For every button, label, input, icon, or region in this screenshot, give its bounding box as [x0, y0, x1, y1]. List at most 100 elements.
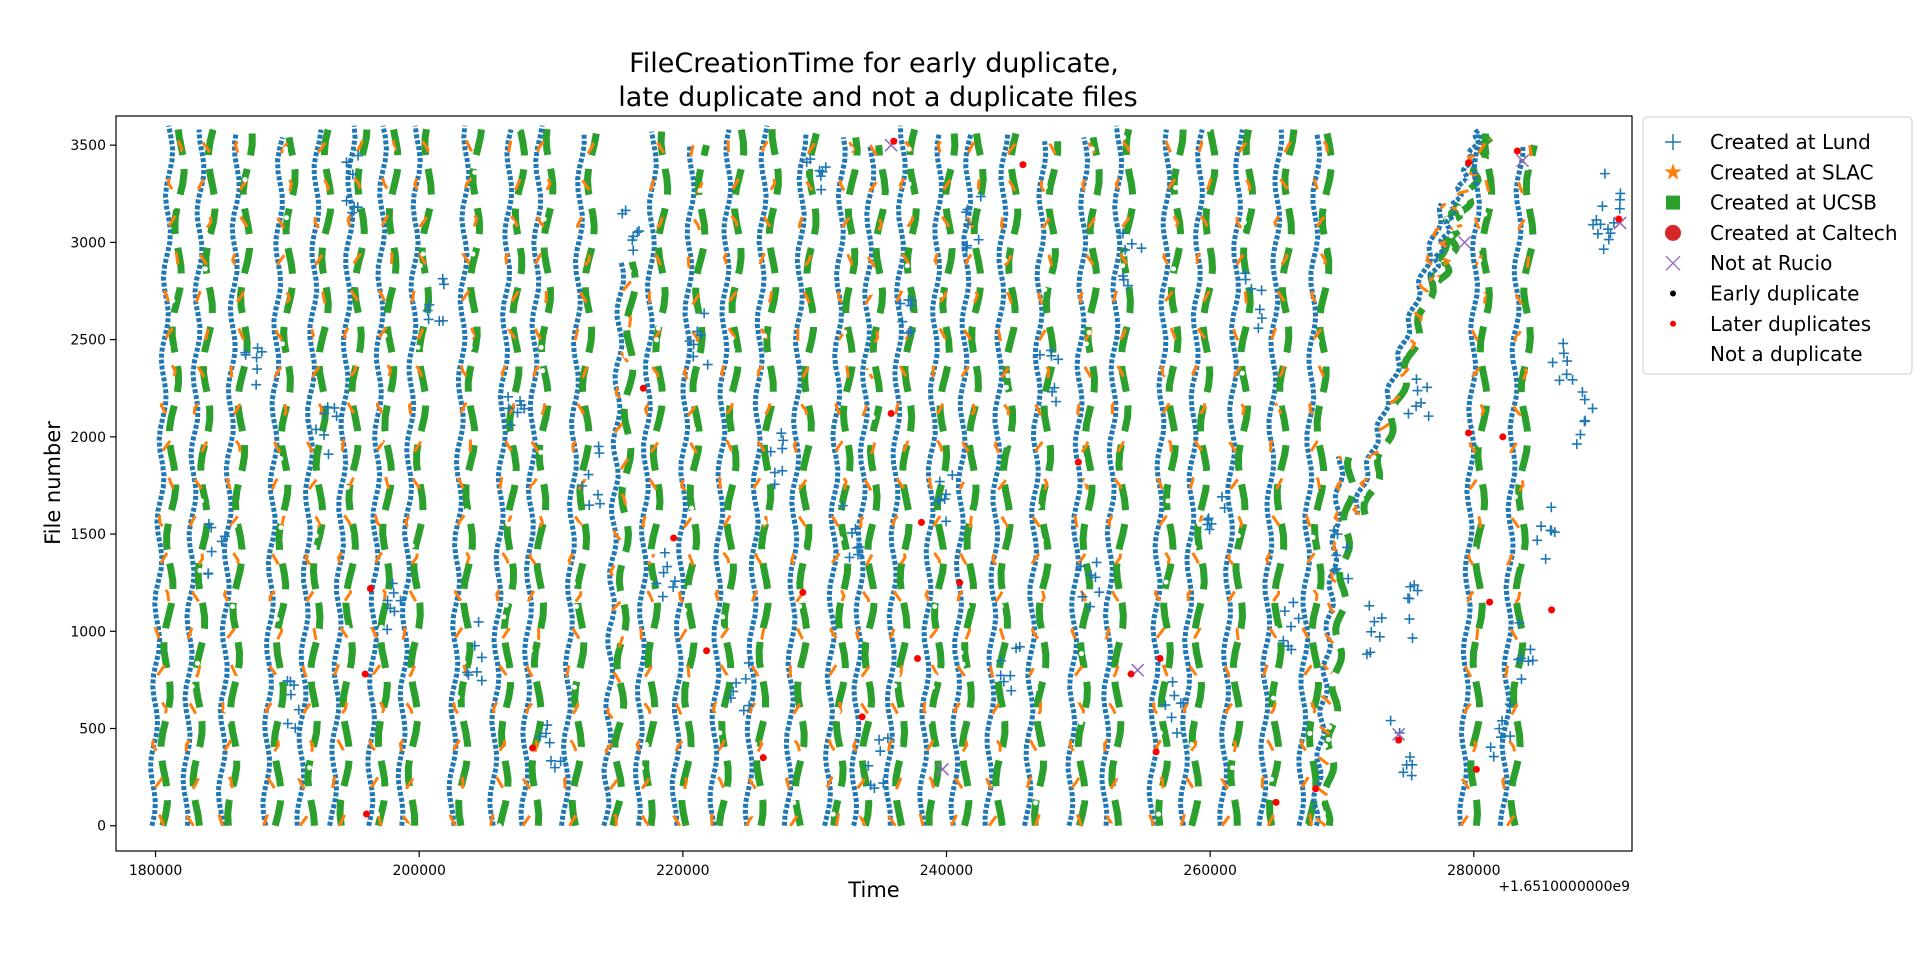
not-duplicate-point: [344, 484, 350, 490]
lund-point: [1288, 597, 1299, 608]
legend-label: Created at UCSB: [1710, 191, 1877, 215]
not-duplicate-point: [960, 661, 966, 667]
lund-point: [1011, 643, 1022, 654]
lund-point: [1279, 606, 1290, 617]
lund-series-segment: [1426, 127, 1482, 283]
not-duplicate-point: [932, 604, 938, 610]
not-duplicate-point: [639, 765, 645, 771]
not-duplicate-point: [1520, 199, 1526, 205]
not-duplicate-point: [378, 438, 384, 444]
not-duplicate-point: [1452, 225, 1458, 231]
lund-point: [1615, 194, 1626, 205]
lund-point: [1256, 285, 1267, 296]
legend-label: Early duplicate: [1710, 282, 1859, 306]
file-band: [1497, 144, 1538, 827]
lund-point: [1332, 529, 1343, 540]
later-duplicate-point: [361, 670, 369, 678]
not-duplicate-point: [1048, 138, 1054, 144]
lund-cluster: [203, 518, 230, 579]
legend-label: Created at Caltech: [1710, 221, 1898, 245]
lund-point: [1595, 219, 1606, 230]
lund-point: [769, 467, 780, 478]
file-band: [260, 136, 299, 827]
not-duplicate-point: [692, 154, 698, 160]
later-duplicate-point: [362, 810, 370, 818]
later-duplicate-point: [1074, 458, 1082, 466]
legend-marker: [1670, 351, 1676, 358]
lund-point: [816, 184, 827, 195]
lund-cluster: [1547, 338, 1578, 386]
lund-point: [776, 428, 787, 439]
not-duplicate-point: [1002, 442, 1008, 448]
lund-cluster: [1402, 580, 1423, 644]
not-duplicate-point: [1464, 730, 1470, 736]
not-duplicate-point: [653, 395, 659, 401]
not-duplicate-point: [655, 325, 661, 331]
not-duplicate-point: [1157, 730, 1163, 736]
not-duplicate-point: [420, 181, 426, 187]
not-duplicate-point: [1359, 496, 1365, 502]
legend-label: Created at SLAC: [1710, 160, 1874, 184]
not-duplicate-point: [1033, 800, 1039, 806]
lund-cluster: [1385, 715, 1418, 781]
lund-point: [1085, 570, 1096, 581]
not-duplicate-point: [651, 291, 657, 297]
not-duplicate-point: [1477, 257, 1483, 263]
lund-point: [323, 449, 334, 460]
not-duplicate-point: [540, 368, 546, 374]
not-duplicate-point: [1516, 335, 1522, 341]
lund-cluster: [577, 441, 606, 511]
lund-point: [544, 737, 555, 748]
file-band: [559, 132, 600, 827]
ucsb-series-segment: [891, 124, 920, 827]
not-duplicate-point: [1264, 753, 1270, 759]
lund-cluster: [1240, 268, 1267, 334]
lund-point: [1216, 491, 1227, 502]
lund-point: [1422, 382, 1433, 393]
not-duplicate-point: [500, 544, 506, 550]
not-duplicate-point: [729, 335, 735, 341]
not-duplicate-point: [571, 580, 577, 586]
not-duplicate-point: [806, 200, 812, 206]
not-duplicate-point: [382, 333, 388, 339]
lund-point: [438, 279, 449, 290]
not-duplicate-point: [1109, 823, 1115, 829]
not-duplicate-point: [1327, 724, 1333, 730]
not-duplicate-point: [279, 341, 285, 347]
not-duplicate-point: [760, 414, 766, 420]
not-duplicate-point: [1272, 428, 1278, 434]
not-duplicate-point: [567, 742, 573, 748]
not-duplicate-point: [683, 675, 689, 681]
file-band: [669, 144, 710, 827]
ucsb-series-segment: [609, 260, 640, 827]
lund-cluster: [1595, 168, 1626, 230]
lund-point: [1398, 767, 1409, 778]
not-duplicate-point: [539, 169, 545, 175]
lund-point: [995, 670, 1006, 681]
not-duplicate-point: [337, 729, 343, 735]
file-band: [147, 123, 188, 827]
lund-point: [905, 326, 916, 337]
ucsb-series-segment: [1360, 201, 1462, 516]
legend-label: Not a duplicate: [1710, 342, 1863, 366]
not-duplicate-point: [1002, 257, 1008, 263]
not-duplicate-point: [761, 519, 767, 525]
slac-series-segment: [1260, 129, 1293, 827]
lund-point: [1256, 313, 1267, 324]
lund-point: [1034, 349, 1045, 360]
not-duplicate-point: [1360, 491, 1366, 497]
lund-point: [252, 364, 263, 375]
not-duplicate-point: [1465, 180, 1471, 186]
not-duplicate-point: [188, 695, 194, 701]
file-band: [215, 132, 256, 827]
not-duplicate-point: [1281, 231, 1287, 237]
not-duplicate-point: [800, 396, 806, 402]
file-band: [1065, 136, 1103, 827]
not-duplicate-point: [848, 157, 854, 163]
later-duplicate-point: [1127, 670, 1135, 678]
slac-series-segment: [1147, 128, 1180, 827]
not-duplicate-point: [649, 557, 655, 563]
lund-point: [1246, 283, 1257, 294]
not-duplicate-point: [159, 613, 165, 619]
lund-cluster: [341, 150, 364, 218]
